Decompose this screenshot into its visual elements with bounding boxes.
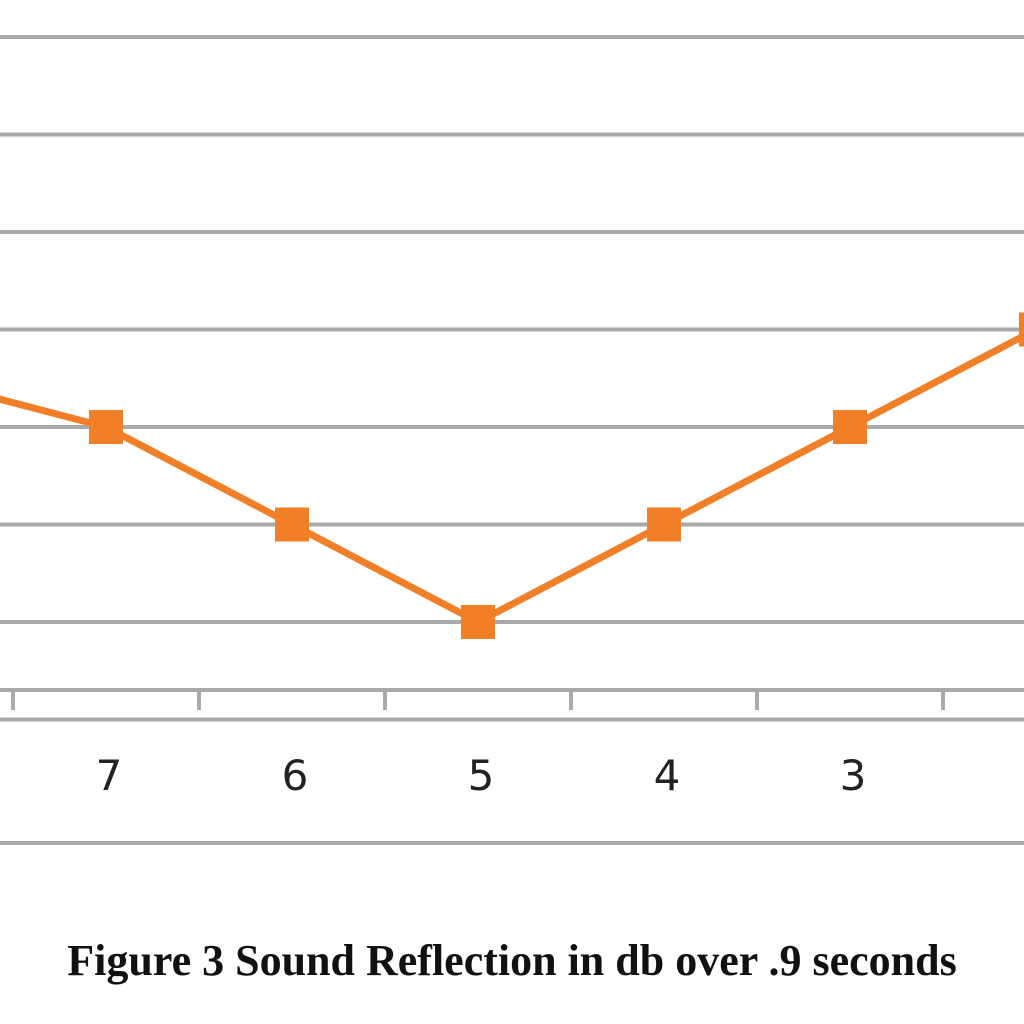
data-point [461, 605, 495, 639]
data-point [1019, 312, 1024, 347]
data-point [647, 507, 681, 542]
x-tick-label: 6 [282, 751, 309, 800]
line-chart: 7 6 5 4 3 [0, 35, 1024, 845]
x-tick-label: 5 [468, 751, 495, 800]
x-tick-label: 7 [96, 751, 123, 800]
data-point [833, 410, 867, 444]
x-tick-label: 4 [654, 751, 681, 800]
figure-caption: Figure 3 Sound Reflection in db over .9 … [67, 936, 957, 985]
gridlines [0, 35, 1024, 722]
data-point [89, 410, 123, 444]
x-axis [0, 688, 1024, 845]
x-tick-label: 3 [840, 751, 867, 800]
data-point [275, 507, 309, 542]
x-tick-labels: 7 6 5 4 3 [96, 751, 867, 800]
series-layer [0, 312, 1024, 639]
series-line [0, 331, 1024, 626]
